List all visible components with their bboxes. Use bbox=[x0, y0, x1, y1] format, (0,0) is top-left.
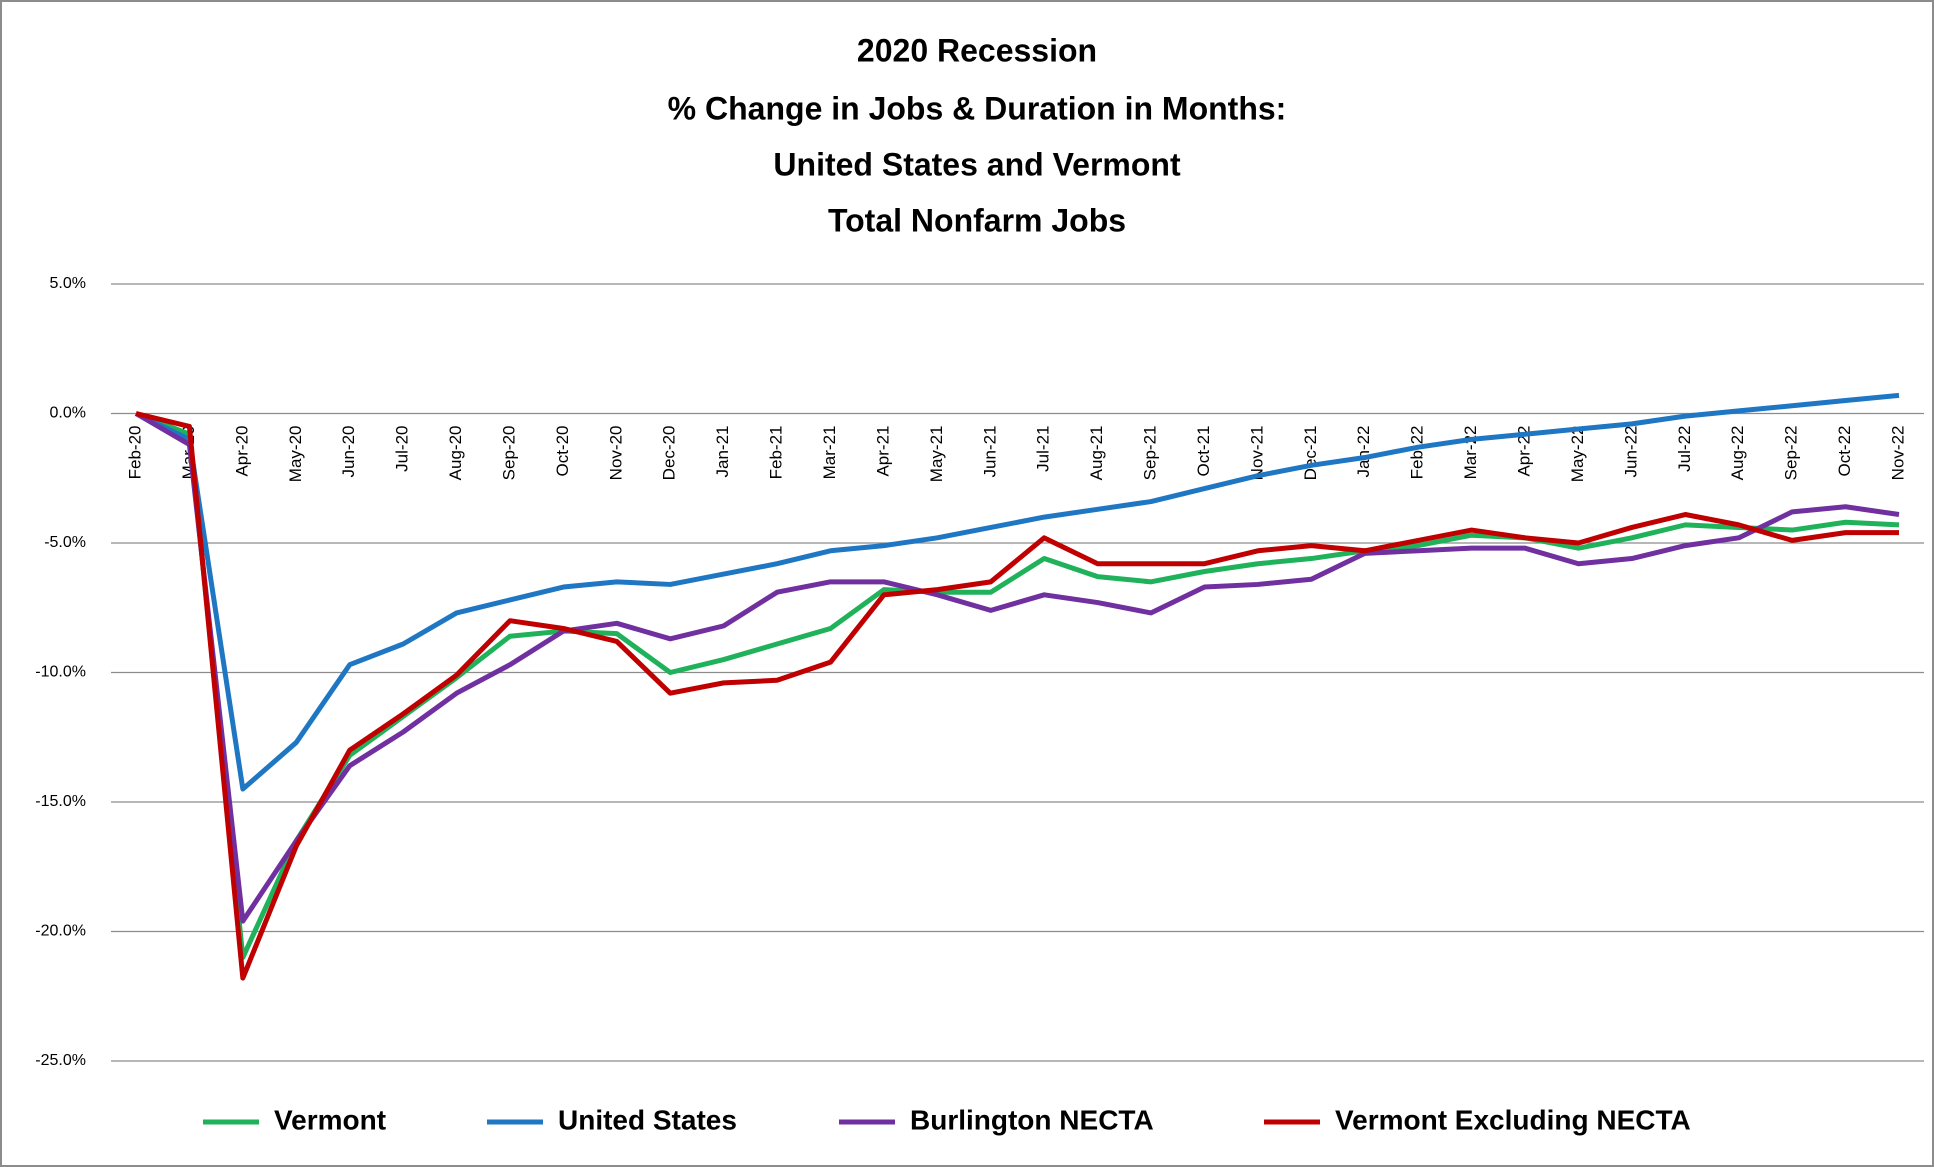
x-tick-label: Sep-20 bbox=[499, 426, 518, 481]
x-tick-label: Apr-22 bbox=[1515, 426, 1534, 477]
legend-label: United States bbox=[558, 1104, 737, 1135]
x-tick-label: Jun-22 bbox=[1621, 426, 1640, 478]
x-tick-label: Oct-22 bbox=[1835, 426, 1854, 477]
series-line bbox=[135, 411, 1899, 981]
x-tick-label: Aug-22 bbox=[1728, 426, 1747, 481]
x-tick-label: Feb-20 bbox=[125, 426, 144, 480]
x-tick-label: Oct-21 bbox=[1194, 426, 1213, 477]
y-tick-label: -20.0% bbox=[35, 923, 86, 940]
x-tick-label: Sep-21 bbox=[1141, 426, 1160, 481]
y-tick-label: -10.0% bbox=[35, 664, 86, 681]
x-tick-label: Feb-21 bbox=[767, 426, 786, 480]
chart-title: Total Nonfarm Jobs bbox=[828, 202, 1126, 238]
x-tick-label: Nov-20 bbox=[606, 426, 625, 481]
x-tick-label: Mar-21 bbox=[820, 426, 839, 480]
x-tick-label: Jan-21 bbox=[713, 426, 732, 478]
legend-label: Burlington NECTA bbox=[910, 1104, 1154, 1135]
series-line bbox=[134, 411, 1900, 924]
y-tick-label: -15.0% bbox=[35, 793, 86, 810]
x-tick-label: May-20 bbox=[286, 426, 305, 483]
y-tick-label: 5.0% bbox=[50, 275, 86, 292]
x-tick-label: Oct-20 bbox=[553, 426, 572, 477]
x-tick-label: Jul-21 bbox=[1034, 426, 1053, 472]
x-tick-label: Aug-21 bbox=[1087, 426, 1106, 481]
x-tick-label: Mar-22 bbox=[1461, 426, 1480, 480]
x-tick-label: Aug-20 bbox=[446, 426, 465, 481]
x-tick-label: May-21 bbox=[927, 426, 946, 483]
x-tick-label: Jul-20 bbox=[393, 426, 412, 472]
legend-label: Vermont bbox=[274, 1104, 386, 1135]
x-tick-label: Jan-22 bbox=[1354, 426, 1373, 478]
x-tick-label: Apr-20 bbox=[232, 426, 251, 477]
x-tick-label: Jun-20 bbox=[339, 426, 358, 478]
x-tick-label: Jun-21 bbox=[980, 426, 999, 478]
x-tick-label: May-22 bbox=[1568, 426, 1587, 483]
y-tick-label: 0.0% bbox=[50, 405, 86, 422]
x-tick-label: Feb-22 bbox=[1408, 426, 1427, 480]
chart-title: United States and Vermont bbox=[773, 146, 1181, 182]
x-tick-label: Nov-22 bbox=[1888, 426, 1907, 481]
x-tick-label: Sep-22 bbox=[1782, 426, 1801, 481]
series-line bbox=[134, 392, 1900, 792]
x-tick-label: Jul-22 bbox=[1675, 426, 1694, 472]
chart-title: % Change in Jobs & Duration in Months: bbox=[668, 90, 1287, 126]
chart-title: 2020 Recession bbox=[857, 32, 1097, 68]
x-tick-label: Apr-21 bbox=[873, 426, 892, 477]
x-tick-label: Dec-20 bbox=[660, 426, 679, 481]
legend-label: Vermont Excluding NECTA bbox=[1335, 1104, 1691, 1135]
y-tick-label: -5.0% bbox=[44, 534, 86, 551]
x-tick-label: Nov-21 bbox=[1247, 426, 1266, 481]
x-tick-label: Dec-21 bbox=[1301, 426, 1320, 481]
y-tick-label: -25.0% bbox=[35, 1052, 86, 1069]
